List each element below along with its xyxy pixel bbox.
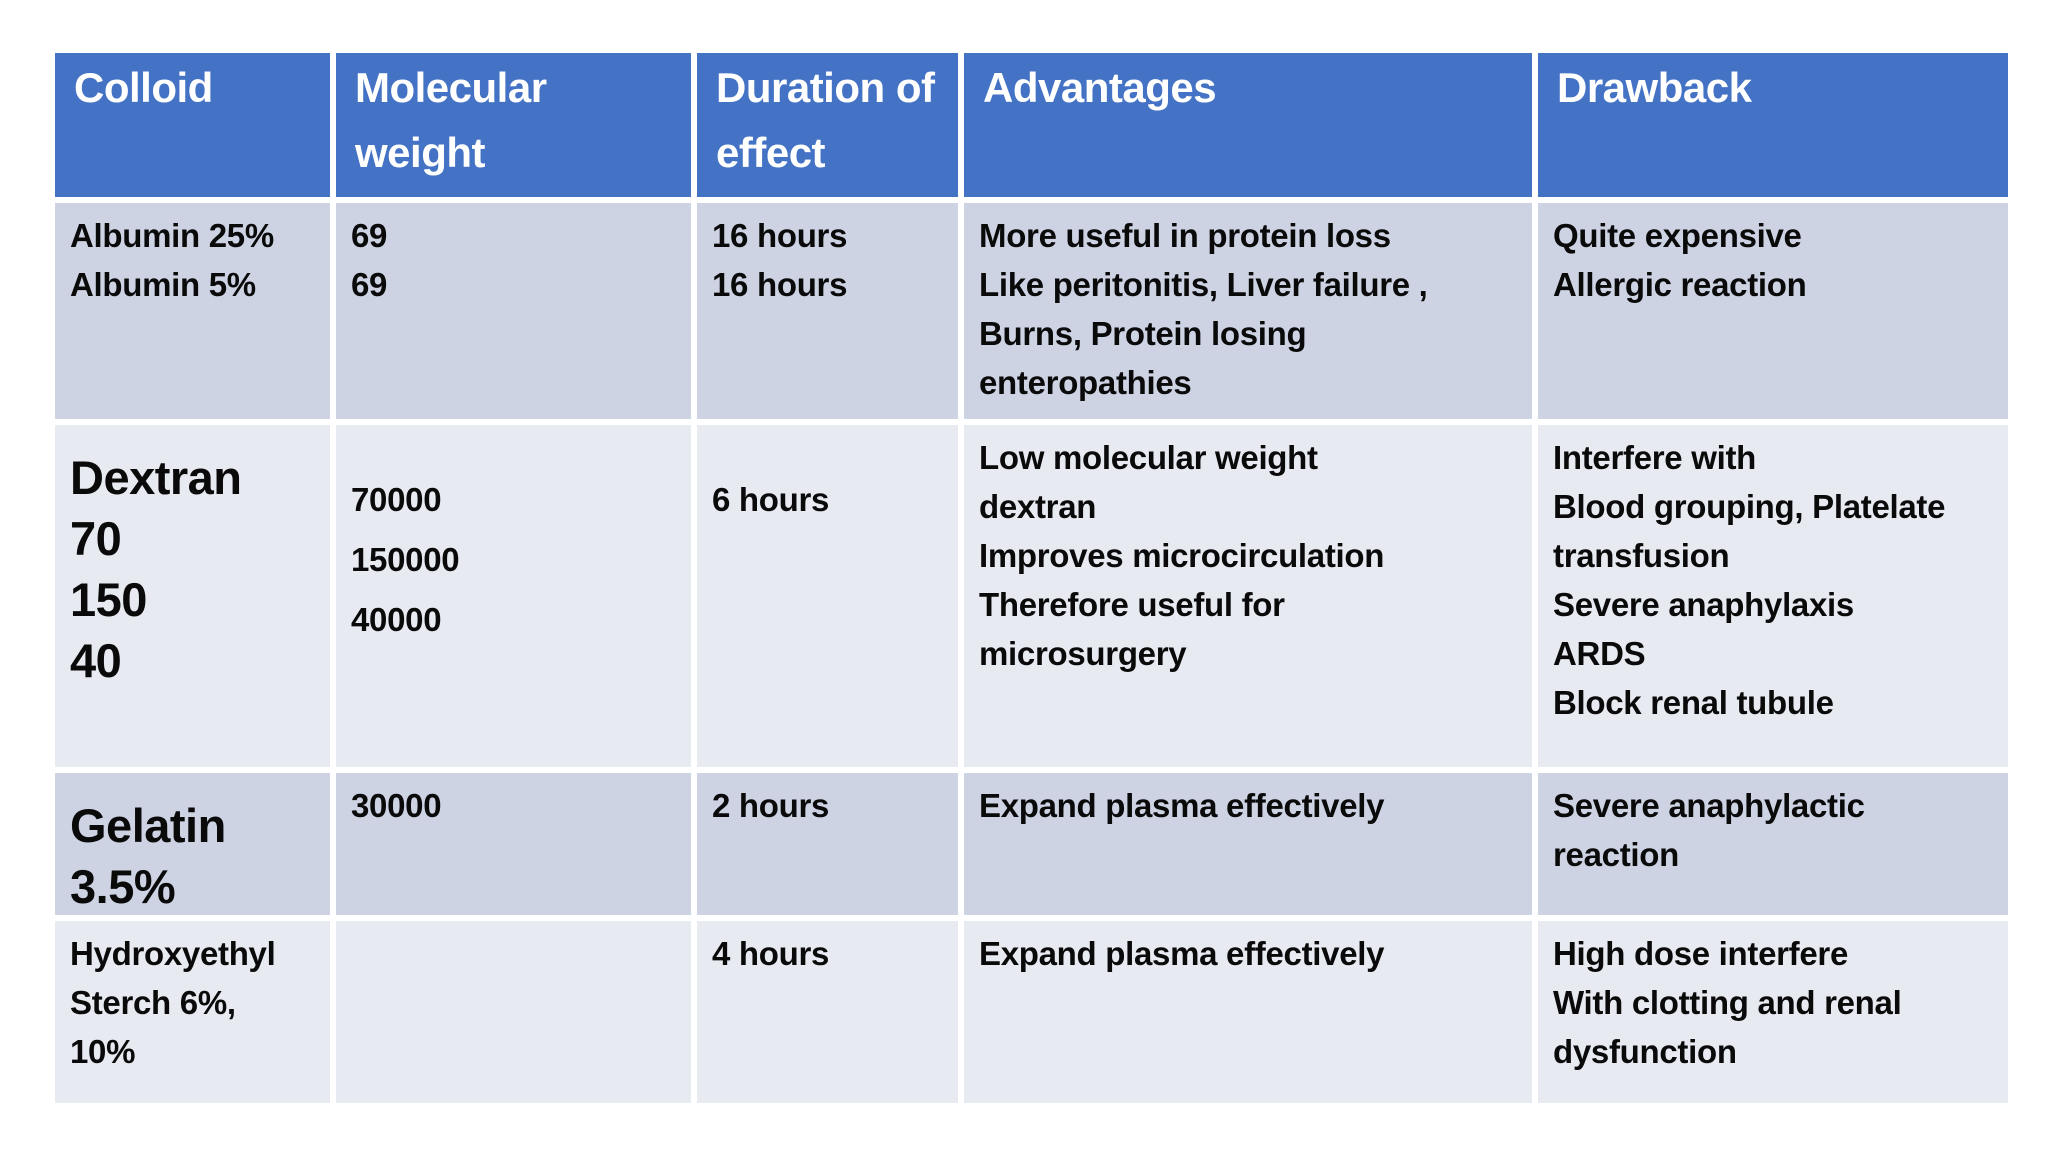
cell-gelatin-advantages: Expand plasma effectively xyxy=(964,773,1532,915)
cell-hydroxyethyl-drawback: High dose interfere With clotting and re… xyxy=(1538,921,2008,1103)
cell-dextran-colloid: Dextran 70 150 40 xyxy=(55,425,330,767)
cell-dextran-duration: 6 hours xyxy=(697,425,958,767)
header-cell-duration: Duration of effect xyxy=(697,53,958,197)
cell-hydroxyethyl-colloid: Hydroxyethyl Sterch 6%, 10% xyxy=(55,921,330,1103)
cell-gelatin-molecular-weight: 30000 xyxy=(336,773,691,915)
header-cell-molecular-weight: Molecular weight xyxy=(336,53,691,197)
cell-gelatin-drawback: Severe anaphylactic reaction xyxy=(1538,773,2008,915)
cell-gelatin-duration: 2 hours xyxy=(697,773,958,915)
cell-albumin-molecular-weight: 69 69 xyxy=(336,203,691,419)
cell-dextran-drawback: Interfere with Blood grouping, Platelate… xyxy=(1538,425,2008,767)
cell-dextran-advantages: Low molecular weight dextran Improves mi… xyxy=(964,425,1532,767)
header-cell-colloid: Colloid xyxy=(55,53,330,197)
cell-albumin-drawback: Quite expensive Allergic reaction xyxy=(1538,203,2008,419)
cell-hydroxyethyl-advantages: Expand plasma effectively xyxy=(964,921,1532,1103)
cell-hydroxyethyl-duration: 4 hours xyxy=(697,921,958,1103)
cell-hydroxyethyl-molecular-weight xyxy=(336,921,691,1103)
colloid-comparison-table: Colloid Molecular weight Duration of eff… xyxy=(55,53,2008,1103)
cell-albumin-advantages: More useful in protein loss Like periton… xyxy=(964,203,1532,419)
header-cell-advantages: Advantages xyxy=(964,53,1532,197)
cell-albumin-duration: 16 hours 16 hours xyxy=(697,203,958,419)
cell-albumin-colloid: Albumin 25% Albumin 5% xyxy=(55,203,330,419)
cell-dextran-molecular-weight: 70000 150000 40000 xyxy=(336,425,691,767)
cell-gelatin-colloid: Gelatin 3.5% xyxy=(55,773,330,915)
header-cell-drawback: Drawback xyxy=(1538,53,2008,197)
